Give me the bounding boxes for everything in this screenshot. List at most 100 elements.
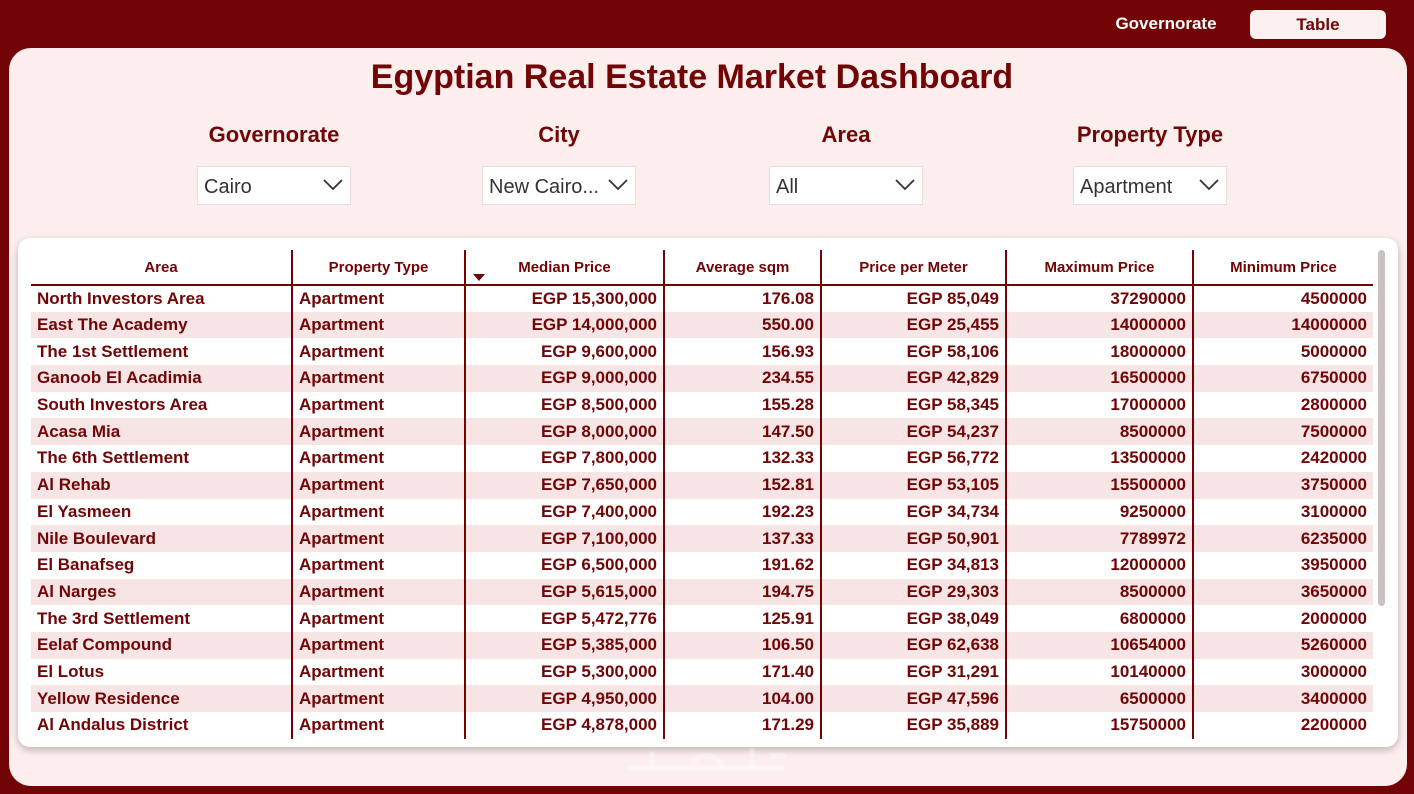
dashboard-panel: Egyptian Real Estate Market Dashboard Go… xyxy=(9,48,1407,786)
cell-property-type: Apartment xyxy=(291,445,465,472)
column-header-maximum-price[interactable]: Maximum Price xyxy=(1005,250,1193,286)
cell-median-price: EGP 14,000,000 xyxy=(464,311,664,339)
cell-area: Al Andalus District xyxy=(37,715,189,735)
cell-average-sqm: 234.55 xyxy=(663,365,821,392)
cell-average-sqm: 156.93 xyxy=(663,338,821,366)
cell-price-per-meter: EGP 35,889 xyxy=(820,712,1006,739)
table-row[interactable]: Eelaf Compound Apartment EGP 5,385,000 106.… xyxy=(31,631,1373,659)
cell-area: South Investors Area xyxy=(37,395,208,415)
cell-price-per-meter: EGP 53,105 xyxy=(820,471,1006,499)
table-row[interactable]: Acasa Mia Apartment EGP 8,000,000 147.50 EGP… xyxy=(31,418,1373,446)
top-navigation: Governorate Table xyxy=(0,0,1414,48)
cell-area: The 1st Settlement xyxy=(37,341,189,361)
cell-minimum-price: 5000000 xyxy=(1192,338,1373,366)
property-type-filter-label: Property Type xyxy=(1076,122,1224,147)
cell-area: The 6th Settlement xyxy=(37,448,190,468)
table-row[interactable]: East The Academy Apartment EGP 14,000,000 5… xyxy=(31,311,1373,339)
table-row[interactable]: Al Andalus District Apartment EGP 4,878,00… xyxy=(31,712,1373,739)
table-row[interactable]: North Investors Area Apartment EGP 15,300,… xyxy=(31,285,1373,312)
cell-maximum-price: 6500000 xyxy=(1005,685,1193,712)
cell-median-price: EGP 6,500,000 xyxy=(464,551,664,579)
cell-median-price: EGP 7,100,000 xyxy=(464,525,664,552)
area-dropdown-value: All xyxy=(776,176,799,198)
cell-minimum-price: 2000000 xyxy=(1192,605,1373,632)
cell-property-type: Apartment xyxy=(291,471,465,499)
cell-minimum-price: 14000000 xyxy=(1192,311,1373,339)
cell-minimum-price: 5260000 xyxy=(1192,631,1373,659)
cell-maximum-price: 8500000 xyxy=(1005,578,1193,606)
cell-maximum-price: 8500000 xyxy=(1005,418,1193,446)
cell-average-sqm: 147.50 xyxy=(663,418,821,446)
chevron-down-icon xyxy=(608,179,628,191)
watermark-logo-icon xyxy=(627,747,787,771)
cell-median-price: EGP 5,385,000 xyxy=(464,631,664,659)
table-row[interactable]: El Yasmeen Apartment EGP 7,400,000 192.23 EG… xyxy=(31,498,1373,526)
column-header-property-type[interactable]: Property Type xyxy=(291,250,465,286)
column-header-average-sqm[interactable]: Average sqm xyxy=(663,250,821,286)
table-row[interactable]: Al Narges Apartment EGP 5,615,000 194.75 EGP… xyxy=(31,578,1373,606)
cell-area: Al Narges xyxy=(31,578,292,606)
table-row[interactable]: The 1st Settlement Apartment EGP 9,600,000… xyxy=(31,338,1373,366)
cell-average-sqm: 550.00 xyxy=(663,311,821,339)
cell-property-type: Apartment xyxy=(291,578,465,606)
cell-maximum-price: 18000000 xyxy=(1005,338,1193,366)
cell-property-type: Apartment xyxy=(291,365,465,392)
cell-price-per-meter: EGP 38,049 xyxy=(820,605,1006,632)
vertical-scrollbar[interactable] xyxy=(1378,250,1385,606)
cell-average-sqm: 132.33 xyxy=(663,445,821,472)
cell-property-type: Apartment xyxy=(291,685,465,712)
cell-price-per-meter: EGP 31,291 xyxy=(820,658,1006,686)
governorate-dropdown[interactable]: Cairo xyxy=(197,166,351,205)
cell-area: Ganoob El Acadimia xyxy=(31,365,292,392)
cell-area: The 3rd Settlement xyxy=(37,608,191,628)
cell-property-type: Apartment xyxy=(291,391,465,419)
table-body: North Investors Area Apartment EGP 15,300,… xyxy=(31,285,1373,739)
cell-median-price: EGP 5,300,000 xyxy=(464,658,664,686)
city-dropdown[interactable]: New Cairo... xyxy=(482,166,636,205)
cell-average-sqm: 104.00 xyxy=(663,685,821,712)
cell-median-price: EGP 8,000,000 xyxy=(464,418,664,446)
cell-average-sqm: 191.62 xyxy=(663,551,821,579)
cell-price-per-meter: EGP 62,638 xyxy=(820,631,1006,659)
cell-average-sqm: 152.81 xyxy=(663,471,821,499)
cell-property-type: Apartment xyxy=(291,285,465,312)
cell-price-per-meter: EGP 47,596 xyxy=(820,685,1006,712)
table-row[interactable]: Nile Boulevard Apartment EGP 7,100,000 137.… xyxy=(31,525,1373,552)
cell-minimum-price: 2800000 xyxy=(1192,391,1373,419)
table-row[interactable]: The 3rd Settlement Apartment EGP 5,472,776… xyxy=(31,605,1373,632)
cell-average-sqm: 125.91 xyxy=(663,605,821,632)
property-type-dropdown-value: Apartment xyxy=(1080,176,1173,198)
column-header-minimum-price[interactable]: Minimum Price xyxy=(1192,250,1373,286)
table-row[interactable]: El Banafseg Apartment EGP 6,500,000 191.62 E… xyxy=(31,551,1373,579)
area-dropdown[interactable]: All xyxy=(769,166,923,205)
cell-average-sqm: 171.29 xyxy=(663,712,821,739)
table-row[interactable]: South Investors Area Apartment EGP 8,500,0… xyxy=(31,391,1373,419)
column-header-area[interactable]: Area xyxy=(31,250,292,286)
cell-property-type: Apartment xyxy=(291,498,465,526)
column-header-price-per-meter[interactable]: Price per Meter xyxy=(820,250,1006,286)
table-row[interactable]: The 6th Settlement Apartment EGP 7,800,000… xyxy=(31,445,1373,472)
cell-minimum-price: 6235000 xyxy=(1192,525,1373,552)
cell-average-sqm: 176.08 xyxy=(663,285,821,312)
cell-median-price: EGP 15,300,000 xyxy=(464,285,664,312)
cell-average-sqm: 194.75 xyxy=(663,578,821,606)
column-header-median-price[interactable]: Median Price xyxy=(464,250,664,286)
nav-governorate-button[interactable]: Governorate xyxy=(1115,14,1217,33)
cell-property-type: Apartment xyxy=(291,311,465,339)
cell-minimum-price: 6750000 xyxy=(1192,365,1373,392)
cell-price-per-meter: EGP 29,303 xyxy=(820,578,1006,606)
nav-table-button[interactable]: Table xyxy=(1250,10,1386,39)
cell-maximum-price: 17000000 xyxy=(1005,391,1193,419)
cell-average-sqm: 155.28 xyxy=(663,391,821,419)
table-row[interactable]: Yellow Residence Apartment EGP 4,950,000 10… xyxy=(31,685,1373,712)
table-row[interactable]: Al Rehab Apartment EGP 7,650,000 152.81 EGP … xyxy=(31,471,1373,499)
cell-area: Al Rehab xyxy=(31,471,292,499)
table-row[interactable]: El Lotus Apartment EGP 5,300,000 171.40 EGP … xyxy=(31,658,1373,686)
table-row[interactable]: Ganoob El Acadimia Apartment EGP 9,000,000… xyxy=(31,365,1373,392)
cell-price-per-meter: EGP 42,829 xyxy=(820,365,1006,392)
cell-price-per-meter: EGP 56,772 xyxy=(820,445,1006,472)
cell-median-price: EGP 9,000,000 xyxy=(464,365,664,392)
cell-minimum-price: 2420000 xyxy=(1192,445,1373,472)
property-type-dropdown[interactable]: Apartment xyxy=(1073,166,1227,205)
cell-property-type: Apartment xyxy=(291,631,465,659)
